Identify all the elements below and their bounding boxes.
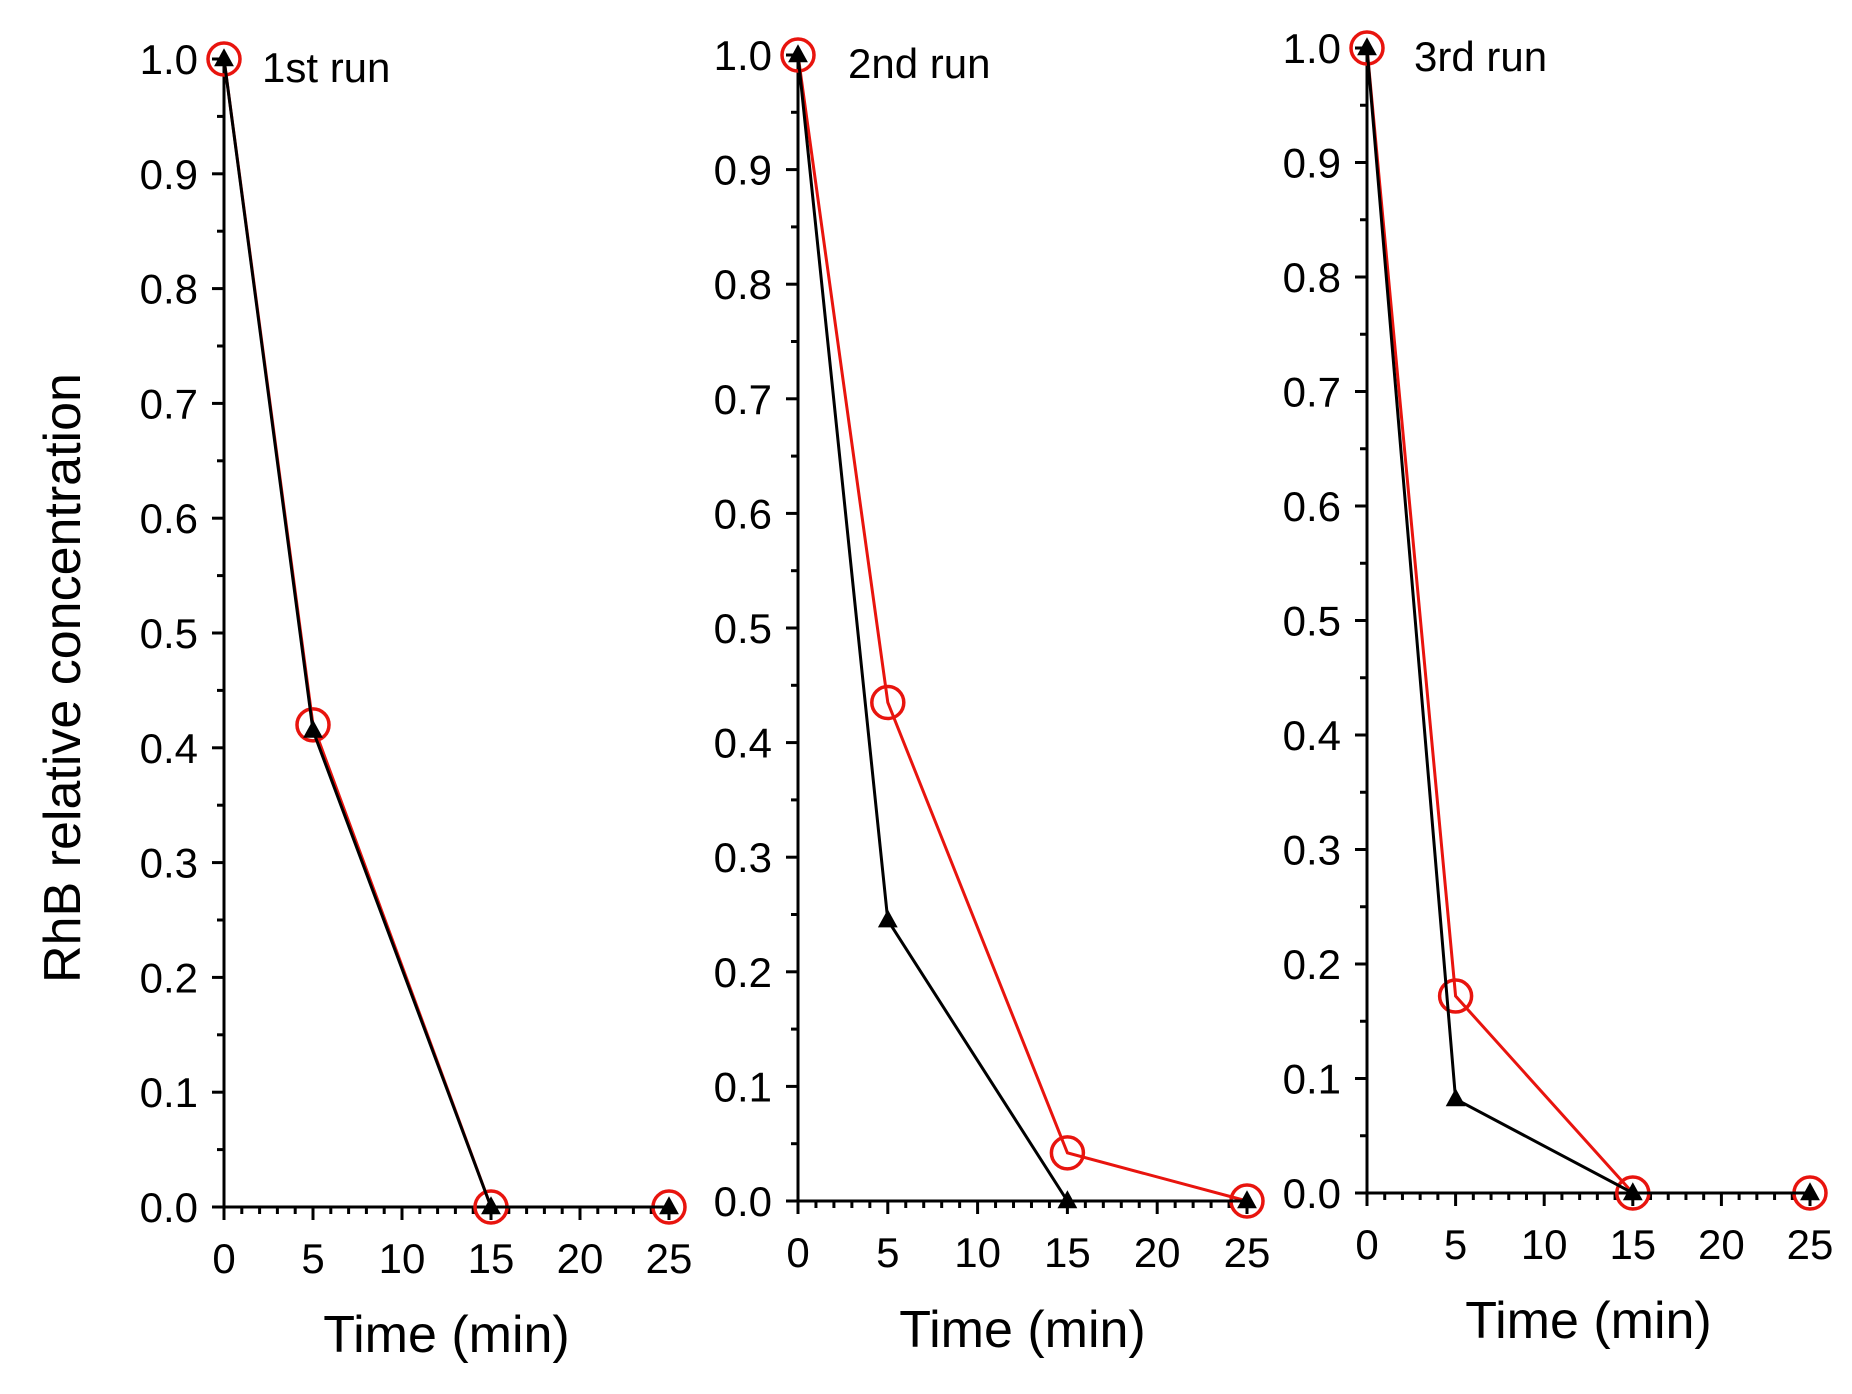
y-tick-label: 1.0 bbox=[1283, 25, 1341, 72]
y-tick-label: 0.8 bbox=[1283, 254, 1341, 301]
y-tick-label: 0.0 bbox=[140, 1184, 198, 1231]
black-triangles-point bbox=[481, 1196, 501, 1215]
x-axis-title: Time (min) bbox=[899, 1301, 1146, 1359]
y-tick-label: 0.5 bbox=[140, 610, 198, 657]
y-tick-label: 0.9 bbox=[714, 147, 772, 194]
y-tick-label: 0.3 bbox=[140, 840, 198, 887]
red-circles-line bbox=[1365, 47, 1810, 1195]
black-triangles-point bbox=[1445, 1088, 1466, 1107]
y-tick-label: 0.0 bbox=[1283, 1170, 1341, 1217]
black-triangles-point bbox=[1800, 1182, 1820, 1201]
red-circles-point bbox=[206, 41, 242, 77]
x-tick-label: 15 bbox=[1044, 1229, 1091, 1276]
black-triangles-point bbox=[659, 1196, 679, 1215]
y-tick-label: 0.7 bbox=[140, 380, 198, 427]
y-axis-title: RhB relative concentration bbox=[34, 373, 92, 983]
y-tick-label: 1.0 bbox=[714, 32, 772, 79]
y-tick-label: 0.2 bbox=[714, 949, 772, 996]
panel-title: 2nd run bbox=[848, 40, 990, 87]
red-circles-line bbox=[796, 54, 1248, 1203]
y-tick-label: 0.8 bbox=[140, 266, 198, 313]
y-tick-label: 0.2 bbox=[1283, 941, 1341, 988]
x-tick-label: 5 bbox=[1444, 1221, 1467, 1268]
y-tick-label: 0.6 bbox=[714, 490, 772, 537]
x-tick-label: 25 bbox=[1787, 1221, 1834, 1268]
y-tick-label: 0.1 bbox=[714, 1063, 772, 1110]
x-tick-label: 0 bbox=[786, 1229, 809, 1276]
x-tick-label: 25 bbox=[1224, 1229, 1271, 1276]
y-tick-label: 0.1 bbox=[1283, 1056, 1341, 1103]
chart-panel-3: 0.0 0.1 0.2 0.3 0.4 0.5 0.6 0.7 0.8 0.9 1.0 0 5 10 15 2… bbox=[1283, 25, 1834, 1350]
black-triangles-line bbox=[1365, 47, 1810, 1195]
y-tick-label: 0.9 bbox=[140, 151, 198, 198]
black-triangles-line bbox=[796, 54, 1247, 1203]
x-tick-label: 5 bbox=[876, 1229, 899, 1276]
black-triangles-point bbox=[1057, 1190, 1078, 1209]
y-tick-label: 0.3 bbox=[1283, 827, 1341, 874]
y-tick-label: 0.7 bbox=[714, 376, 772, 423]
panels: 0.0 0.1 0.2 0.3 0.4 0.5 0.6 0.7 0.8 0.9 1.0 0 5 10 15 2… bbox=[140, 25, 1834, 1364]
x-tick-label: 0 bbox=[212, 1235, 235, 1282]
y-tick-label: 1.0 bbox=[140, 36, 198, 83]
y-tick-label: 0.4 bbox=[1283, 712, 1341, 759]
x-tick-label: 5 bbox=[301, 1235, 324, 1282]
panel-title: 3rd run bbox=[1414, 33, 1547, 80]
y-tick-label: 0.4 bbox=[140, 725, 198, 772]
y-tick-label: 0.5 bbox=[1283, 598, 1341, 645]
chart-panel-2: 0.0 0.1 0.2 0.3 0.4 0.5 0.6 0.7 0.8 0.9 1.0 0 5 10 15 2… bbox=[714, 32, 1271, 1359]
x-axis-title: Time (min) bbox=[323, 1306, 570, 1364]
red-circles-point bbox=[295, 707, 331, 743]
red-circles-point bbox=[1437, 978, 1474, 1014]
y-tick-label: 0.5 bbox=[714, 605, 772, 652]
black-triangles-point bbox=[1622, 1182, 1643, 1201]
y-tick-label: 0.2 bbox=[140, 954, 198, 1001]
black-triangles-point bbox=[877, 909, 898, 928]
black-triangles-point bbox=[1357, 37, 1377, 56]
y-tick-label: 0.1 bbox=[140, 1069, 198, 1116]
red-circles-point bbox=[1049, 1135, 1086, 1171]
x-tick-label: 10 bbox=[954, 1229, 1001, 1276]
x-tick-label: 15 bbox=[1609, 1221, 1656, 1268]
panel-title: 1st run bbox=[262, 44, 390, 91]
x-tick-label: 20 bbox=[557, 1235, 604, 1282]
black-triangles-point bbox=[1237, 1190, 1257, 1209]
chart-panel-1: 0.0 0.1 0.2 0.3 0.4 0.5 0.6 0.7 0.8 0.9 1.0 0 5 10 15 2… bbox=[140, 36, 693, 1364]
black-triangles-point bbox=[214, 48, 234, 67]
x-tick-label: 20 bbox=[1698, 1221, 1745, 1268]
y-tick-label: 0.8 bbox=[714, 261, 772, 308]
black-triangles-line bbox=[222, 58, 669, 1209]
x-tick-label: 10 bbox=[1521, 1221, 1568, 1268]
x-axis-title: Time (min) bbox=[1465, 1292, 1712, 1350]
x-tick-label: 10 bbox=[379, 1235, 426, 1282]
y-tick-label: 0.3 bbox=[714, 834, 772, 881]
x-tick-label: 20 bbox=[1134, 1229, 1181, 1276]
black-triangles-point bbox=[788, 44, 808, 63]
y-tick-label: 0.9 bbox=[1283, 140, 1341, 187]
y-tick-label: 0.6 bbox=[1283, 483, 1341, 530]
x-tick-label: 25 bbox=[646, 1235, 693, 1282]
red-circles-line bbox=[222, 58, 669, 1209]
black-triangles-point bbox=[303, 719, 323, 738]
y-tick-label: 0.0 bbox=[714, 1178, 772, 1225]
x-tick-label: 0 bbox=[1355, 1221, 1378, 1268]
y-tick-label: 0.4 bbox=[714, 720, 772, 767]
x-tick-label: 15 bbox=[468, 1235, 515, 1282]
red-circles-point bbox=[870, 684, 906, 721]
y-tick-label: 0.6 bbox=[140, 495, 198, 542]
red-circles-point bbox=[780, 37, 816, 73]
y-tick-label: 0.7 bbox=[1283, 369, 1341, 416]
